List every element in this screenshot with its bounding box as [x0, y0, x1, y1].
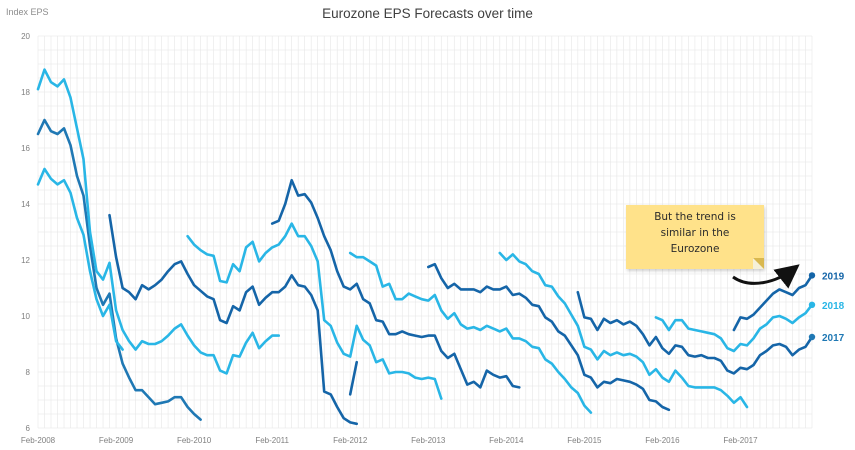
series-end-marker — [808, 301, 816, 308]
forecast-line — [36, 118, 202, 421]
forecast-line — [348, 251, 593, 414]
x-tick-label: Feb-2012 — [333, 436, 368, 445]
forecast-line — [498, 251, 749, 409]
axis-ticks: 6 8 10 12 14 16 18 20 Feb-2008 Feb-2009 Feb-2010 Fe… — [21, 32, 758, 445]
series-end-labels: 2019 2018 2017 — [808, 271, 845, 344]
forecast-line — [108, 213, 359, 426]
x-tick-label: Feb-2011 — [255, 436, 289, 445]
note-line-1: But the trend is — [654, 211, 736, 223]
x-tick-label: Feb-2008 — [21, 436, 56, 445]
series-end-label: 2017 — [822, 333, 845, 344]
forecast-line — [576, 290, 814, 375]
note-line-3: Eurozone — [670, 243, 720, 255]
annotation-arrow — [732, 264, 800, 289]
x-tick-label: Feb-2009 — [99, 436, 134, 445]
x-tick-label: Feb-2015 — [567, 436, 602, 445]
annotation-sticky-note: But the trend is similar in the Eurozone — [626, 205, 764, 269]
y-tick-label: 8 — [26, 368, 31, 377]
y-tick-label: 12 — [21, 256, 30, 265]
y-tick-label: 20 — [21, 32, 30, 41]
x-tick-label: Feb-2010 — [177, 436, 212, 445]
y-tick-label: 10 — [21, 312, 30, 321]
note-line-2: similar in the — [660, 227, 730, 239]
x-tick-label: Feb-2013 — [411, 436, 446, 445]
series-end-label: 2018 — [822, 301, 845, 312]
forecast-line — [654, 303, 814, 353]
y-tick-label: 16 — [21, 144, 30, 153]
x-tick-label: Feb-2017 — [723, 436, 758, 445]
x-tick-label: Feb-2016 — [645, 436, 680, 445]
forecast-line — [270, 178, 521, 389]
y-tick-label: 18 — [21, 88, 30, 97]
chart-title: Eurozone EPS Forecasts over time — [322, 6, 533, 21]
forecast-line — [348, 360, 359, 396]
forecast-line — [426, 262, 671, 412]
y-tick-label: 14 — [21, 200, 30, 209]
forecast-line — [36, 68, 281, 375]
series-end-marker — [808, 272, 816, 279]
series-end-marker — [808, 333, 816, 341]
x-tick-label: Feb-2014 — [489, 436, 524, 445]
series-lines — [36, 68, 814, 426]
series-end-label: 2019 — [822, 271, 845, 282]
forecast-line — [36, 167, 124, 351]
y-tick-label: 6 — [26, 424, 31, 433]
y-axis-unit-label: Index EPS — [6, 7, 49, 17]
note-folded-corner — [753, 258, 764, 269]
forecast-line — [186, 222, 443, 400]
